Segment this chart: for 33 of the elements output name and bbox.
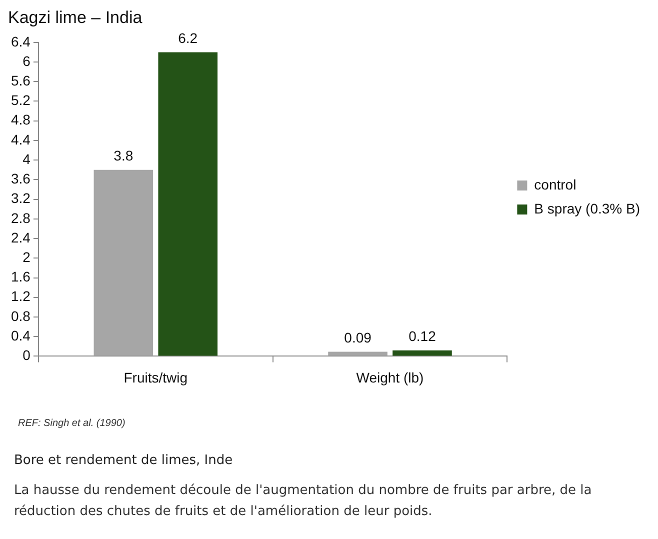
y-tick-label: 6: [22, 52, 31, 69]
data-label: 0.12: [408, 328, 436, 344]
legend-label: B spray (0.3% B): [534, 200, 640, 216]
y-tick-label: 2.4: [10, 229, 31, 246]
x-tick-label: Weight (lb): [356, 369, 424, 386]
y-tick-label: 5.6: [10, 72, 31, 88]
data-label: 6.2: [178, 30, 198, 46]
y-tick-label: 1.2: [10, 288, 31, 304]
y-tick-label: 0.4: [10, 327, 31, 344]
legend-label: control: [534, 176, 576, 192]
y-tick-label: 4: [22, 150, 31, 167]
y-tick-label: 0: [22, 347, 31, 364]
y-tick-label: 6.4: [10, 33, 31, 50]
y-tick-label: 0.8: [10, 308, 31, 324]
data-label: 3.8: [114, 148, 134, 164]
y-tick-label: 1.6: [10, 268, 31, 285]
bar: [94, 170, 154, 356]
bar: [158, 52, 218, 356]
bar: [328, 352, 388, 356]
bar: [392, 350, 452, 356]
x-tick-label: Fruits/twig: [124, 369, 188, 386]
y-tick-label: 3.2: [10, 190, 31, 206]
chart-title: Kagzi lime – India: [8, 8, 143, 27]
text: La hausse du rendement découle de l'augmentation du nombre de fruits par arbre, de la réduction des chutes de fruits et de l'amélioration de leur poids.: [14, 482, 593, 521]
y-tick-label: 2: [22, 248, 31, 265]
data-label: 0.09: [344, 330, 372, 346]
text: REF: Singh et al. (1990): [18, 418, 126, 429]
y-tick-label: 4.8: [10, 112, 31, 128]
y-tick-label: 2.8: [10, 210, 31, 226]
text: Bore et rendement de limes, Inde: [14, 453, 234, 468]
y-tick-label: 5.2: [10, 92, 31, 108]
y-tick-label: 3.6: [10, 170, 31, 187]
y-tick-label: 4.4: [10, 131, 31, 148]
